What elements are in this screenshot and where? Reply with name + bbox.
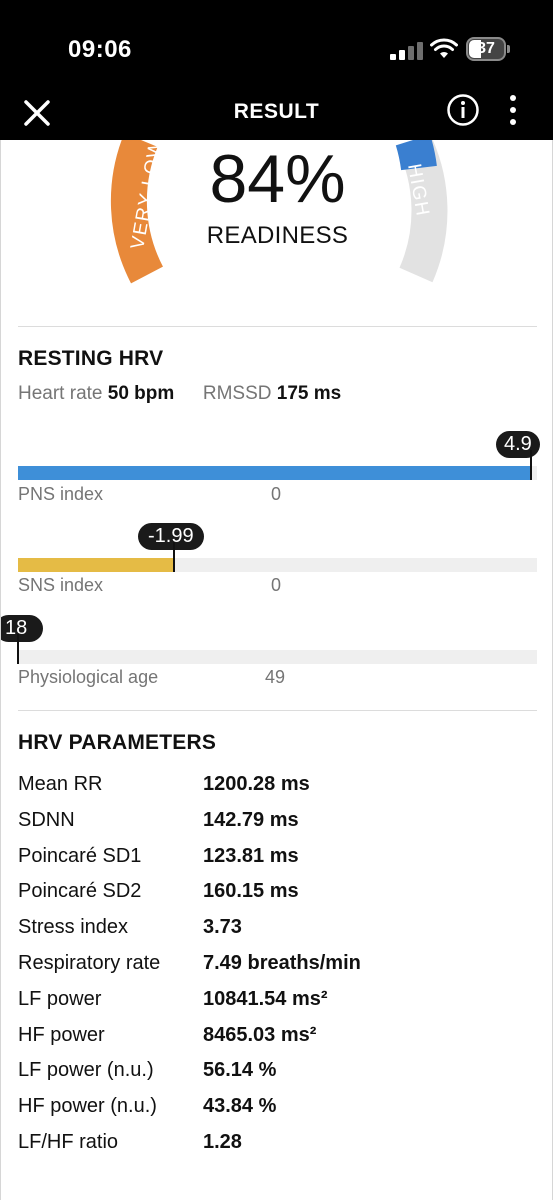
status-time: 09:06 [68,36,132,63]
hr-summary: Heart rate 50 bpm RMSSD 175 ms [18,383,341,405]
pns-label: PNS index [18,484,104,504]
param-value: 7.49 breaths/min [203,952,361,974]
param-name: Poincaré SD1 [18,844,142,867]
signal-icon [390,40,424,60]
param-name: Respiratory rate [18,952,161,974]
param-name: HF power (n.u.) [18,1095,157,1118]
param-value: 56.14 % [203,1059,277,1082]
param-value: 1200.28 ms [203,773,310,795]
param-name: Mean RR [18,773,103,795]
app-bar: RESULT [0,88,553,140]
gauge-very-low-segment [110,140,164,284]
heart-rate-label: Heart rate [18,383,103,404]
param-name: HF power [18,1023,105,1046]
param-value: 123.81 ms [203,844,299,867]
param-name: Stress index [18,916,129,939]
battery-tip [507,45,510,53]
wifi-icon [430,38,458,58]
pns-bar-fill [18,466,531,480]
hrv-parameters-title: HRV PARAMETERS [18,731,217,754]
param-value: 160.15 ms [203,880,299,903]
param-value: 1.28 [203,1131,242,1153]
more-options-icon[interactable] [503,93,523,127]
age-marker-line [17,634,19,664]
result-content: VERY LOW HIGH 84% READINESS RESTING HRV … [0,140,553,1200]
param-value: 8465.03 ms² [203,1023,317,1046]
page-title: RESULT [233,100,320,123]
param-name: Poincaré SD2 [18,880,142,903]
divider [18,326,537,327]
close-icon[interactable] [20,96,54,130]
pns-marker-line [530,450,532,480]
age-bar [18,650,537,664]
param-value: 43.84 % [203,1095,277,1118]
gauge-high-segment [395,140,437,171]
age-reference: 49 [265,667,286,687]
status-bar: 09:06 37 [0,0,553,88]
pns-marker: 4.9 [496,431,540,458]
sns-marker-line [173,542,175,572]
sns-zero: 0 [271,575,282,595]
param-name: LF power [18,987,102,1010]
info-icon[interactable] [446,93,480,127]
divider [18,710,537,711]
age-label: Physiological age [18,667,159,687]
age-marker: 18 [1,615,44,642]
pns-zero: 0 [271,484,282,504]
rmssd-label: RMSSD [202,383,272,404]
resting-hrv-title: RESTING HRV [18,347,164,370]
readiness-value: 84% [209,141,346,217]
sns-bar [18,558,537,572]
battery-level: 37 [477,40,495,57]
sns-bar-fill [18,558,173,572]
readiness-label: READINESS [206,222,349,249]
param-value: 3.73 [203,916,242,939]
param-name: LF power (n.u.) [18,1059,154,1082]
sns-label: SNS index [18,575,104,595]
readiness-gauge: VERY LOW HIGH [110,140,448,284]
battery-icon: 37 [466,37,506,61]
rmssd-value: 175 ms [276,383,342,404]
heart-rate-value: 50 bpm [107,383,175,404]
pns-bar [18,466,537,480]
param-name: LF/HF ratio [18,1131,119,1153]
param-value: 142.79 ms [203,808,299,831]
sns-marker: -1.99 [138,523,204,550]
param-value: 10841.54 ms² [203,987,328,1010]
param-name: SDNN [18,808,75,831]
